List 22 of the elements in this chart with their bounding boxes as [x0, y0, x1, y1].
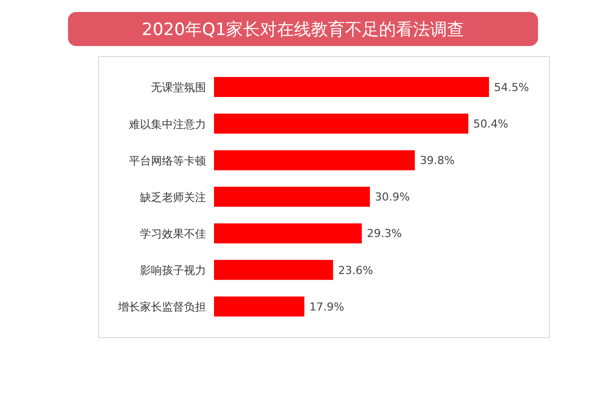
bar [214, 114, 468, 134]
y-tick-label: 增长家长监督负担 [117, 300, 206, 314]
bar [214, 296, 304, 316]
data-label: 23.6% [338, 264, 374, 277]
y-tick-label: 影响孩子视力 [140, 264, 206, 278]
y-tick-label: 学习效果不佳 [140, 227, 206, 240]
bar [214, 150, 415, 170]
data-label: 50.4% [473, 118, 508, 131]
data-label: 30.9% [374, 190, 410, 204]
y-tick-label: 缺乏老师关注 [140, 190, 206, 204]
chart-title: 2020年Q1家长对在线教育不足的看法调查 [68, 12, 538, 46]
bar [214, 223, 362, 244]
data-label: 39.8% [420, 154, 455, 168]
y-tick-label: 难以集中注意力 [129, 118, 206, 131]
data-label: 54.5% [494, 80, 529, 94]
data-label: 29.3% [366, 227, 402, 240]
y-tick-label: 无课堂氛围 [151, 81, 206, 94]
bar [214, 186, 370, 207]
y-tick-label: 平台网络等卡顿 [129, 154, 206, 168]
bar [214, 260, 334, 280]
bar [214, 77, 489, 98]
data-label: 17.9% [309, 300, 344, 314]
